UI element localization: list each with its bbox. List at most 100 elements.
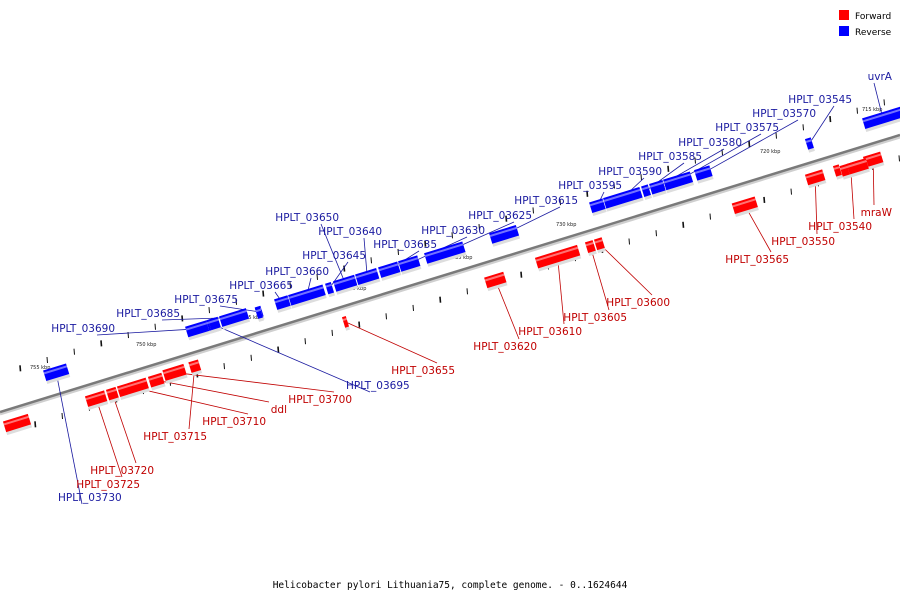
leader-line	[156, 379, 270, 403]
gene-HPLT_03725[interactable]	[84, 390, 109, 410]
gene-label[interactable]: HPLT_03685	[116, 308, 180, 320]
gene-HPLT_03635[interactable]	[378, 261, 402, 281]
gene-label[interactable]: ddl	[271, 404, 287, 416]
gene-highlight	[355, 269, 378, 279]
gene-label[interactable]: HPLT_03715	[143, 431, 207, 443]
gene-HPLT_03720[interactable]	[105, 386, 120, 404]
tick-mark	[682, 221, 685, 228]
gene-HPLT_03620[interactable]	[484, 271, 508, 292]
gene-label[interactable]: HPLT_03730	[58, 492, 122, 504]
tick-mark	[343, 265, 346, 272]
gene-uvrA[interactable]	[862, 106, 900, 132]
gene-label[interactable]: HPLT_03580	[678, 137, 742, 149]
gene-HPLT_03715[interactable]	[188, 359, 203, 376]
gene-highlight	[805, 139, 812, 143]
gene-HPLT_03545[interactable]	[804, 137, 815, 153]
gene-unlabeled-3[interactable]	[208, 316, 222, 334]
gene-HPLT_03625[interactable]	[424, 241, 467, 267]
gene-unlabeled-4[interactable]	[254, 306, 264, 322]
gene-label[interactable]: HPLT_03720	[90, 465, 154, 477]
gene-HPLT_03685[interactable]	[219, 308, 251, 330]
gene-block	[333, 274, 358, 292]
gene-HPLT_03585[interactable]	[641, 184, 652, 200]
gene-label[interactable]: HPLT_03660	[265, 266, 329, 278]
gene-label[interactable]: HPLT_03610	[518, 326, 582, 338]
gene-label[interactable]: HPLT_03700	[288, 394, 352, 406]
gene-HPLT_03590[interactable]	[603, 186, 644, 212]
gene-HPLT_03565[interactable]	[731, 196, 759, 218]
gene-HPLT_03730[interactable]	[43, 363, 71, 385]
gene-label[interactable]: HPLT_03605	[563, 312, 627, 324]
tick-mark	[331, 329, 333, 336]
gene-highlight	[641, 186, 649, 191]
gene-HPLT_03665[interactable]	[274, 295, 292, 313]
gene-block	[355, 267, 380, 285]
gene-unlabeled-2[interactable]	[832, 164, 843, 180]
gene-HPLT_03660[interactable]	[288, 284, 327, 309]
gene-highlight	[117, 379, 147, 391]
gene-mraW[interactable]	[862, 151, 885, 171]
gene-highlight	[43, 365, 68, 375]
gene-label[interactable]: HPLT_03615	[514, 195, 578, 207]
gene-HPLT_03630[interactable]	[398, 255, 422, 275]
tick-mark	[466, 288, 468, 295]
gene-HPLT_03710[interactable]	[116, 377, 150, 400]
gene-label[interactable]: HPLT_03595	[558, 180, 622, 192]
gene-HPLT_03570[interactable]	[694, 165, 714, 184]
gene-label[interactable]: HPLT_03695	[346, 380, 410, 392]
gene-block	[804, 137, 814, 150]
gene-label[interactable]: HPLT_03645	[302, 250, 366, 262]
gene-HPLT_03700[interactable]	[162, 363, 188, 384]
gene-HPLT_03605[interactable]	[584, 240, 597, 256]
gene-HPLT_03550[interactable]	[804, 169, 827, 189]
gene-label[interactable]: HPLT_03675	[174, 294, 238, 306]
gene-label[interactable]: uvrA	[868, 71, 893, 83]
gene-HPLT_03615[interactable]	[489, 224, 521, 247]
gene-label[interactable]: HPLT_03635	[373, 239, 437, 251]
gene-block	[2, 413, 32, 433]
gene-label[interactable]: HPLT_03570	[752, 108, 816, 120]
tick-mark	[304, 338, 306, 345]
gene-label[interactable]: HPLT_03690	[51, 323, 115, 335]
gene-highlight	[185, 322, 208, 331]
leader-line	[188, 366, 196, 430]
gene-HPLT_03645[interactable]	[325, 281, 336, 298]
leader-line	[132, 386, 249, 415]
gene-unlabeled-1[interactable]	[846, 158, 870, 178]
tick-mark	[532, 207, 534, 214]
gene-label[interactable]: HPLT_03640	[318, 226, 382, 238]
gene-HPLT_03580[interactable]	[649, 179, 667, 198]
gene-HPLT_03650[interactable]	[333, 274, 359, 295]
gene-label[interactable]: HPLT_03630	[421, 225, 485, 237]
gene-highlight	[833, 166, 840, 170]
gene-label[interactable]: HPLT_03665	[229, 280, 293, 292]
gene-unlabeled-0[interactable]	[2, 413, 33, 436]
gene-highlight	[188, 361, 200, 367]
gene-label[interactable]: HPLT_03545	[788, 94, 852, 106]
gene-label[interactable]: HPLT_03600	[606, 297, 670, 309]
gene-label[interactable]: mraW	[861, 207, 893, 219]
gene-label[interactable]: HPLT_03620	[473, 341, 537, 353]
gene-ddl[interactable]	[147, 372, 166, 391]
tick-mark	[370, 257, 372, 264]
gene-label[interactable]: HPLT_03655	[391, 365, 455, 377]
gene-HPLT_03690[interactable]	[185, 320, 211, 341]
gene-block	[378, 261, 401, 278]
gene-HPLT_03610[interactable]	[534, 244, 582, 272]
gene-label[interactable]: HPLT_03540	[808, 221, 872, 233]
gene-HPLT_03655[interactable]	[341, 316, 351, 331]
gene-label[interactable]: HPLT_03585	[638, 151, 702, 163]
gene-label[interactable]: HPLT_03650	[275, 212, 339, 224]
gene-HPLT_03600[interactable]	[593, 237, 606, 254]
gene-block	[484, 271, 507, 289]
gene-label[interactable]: HPLT_03550	[771, 236, 835, 248]
gene-HPLT_03640[interactable]	[355, 267, 381, 288]
gene-HPLT_03595[interactable]	[589, 198, 607, 216]
gene-label[interactable]: HPLT_03575	[715, 122, 779, 134]
gene-label[interactable]: HPLT_03725	[76, 479, 140, 491]
gene-label[interactable]: HPLT_03590	[598, 166, 662, 178]
gene-label[interactable]: HPLT_03625	[468, 210, 532, 222]
gene-label[interactable]: HPLT_03710	[202, 416, 266, 428]
gene-label[interactable]: HPLT_03565	[725, 254, 789, 266]
gene-HPLT_03575[interactable]	[663, 171, 695, 194]
